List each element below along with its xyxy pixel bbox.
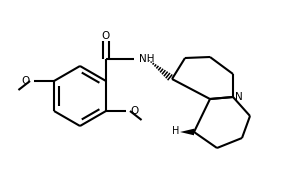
Text: N: N — [235, 91, 243, 102]
Text: O: O — [102, 31, 110, 41]
Text: H: H — [172, 127, 180, 137]
Text: NH: NH — [139, 54, 154, 63]
Text: O: O — [130, 106, 138, 116]
Text: O: O — [21, 76, 30, 86]
Polygon shape — [180, 129, 194, 135]
